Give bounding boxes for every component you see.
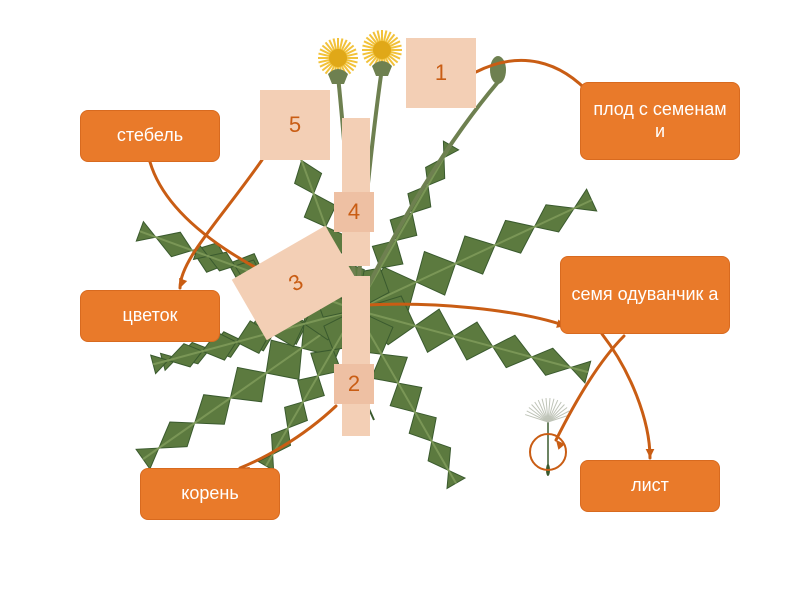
label-stem: стебель — [80, 110, 220, 162]
number-box-4: 4 — [334, 192, 374, 232]
label-fruit: плод с семенам и — [580, 82, 740, 160]
label-flower: цветок — [80, 290, 220, 342]
label-seed: семя одуванчик а — [560, 256, 730, 334]
number-box-2: 2 — [334, 364, 374, 404]
number-box-5: 5 — [260, 90, 330, 160]
stem-box-lower — [342, 276, 370, 436]
label-leaf: лист — [580, 460, 720, 512]
number-box-1: 1 — [406, 38, 476, 108]
label-root: корень — [140, 468, 280, 520]
